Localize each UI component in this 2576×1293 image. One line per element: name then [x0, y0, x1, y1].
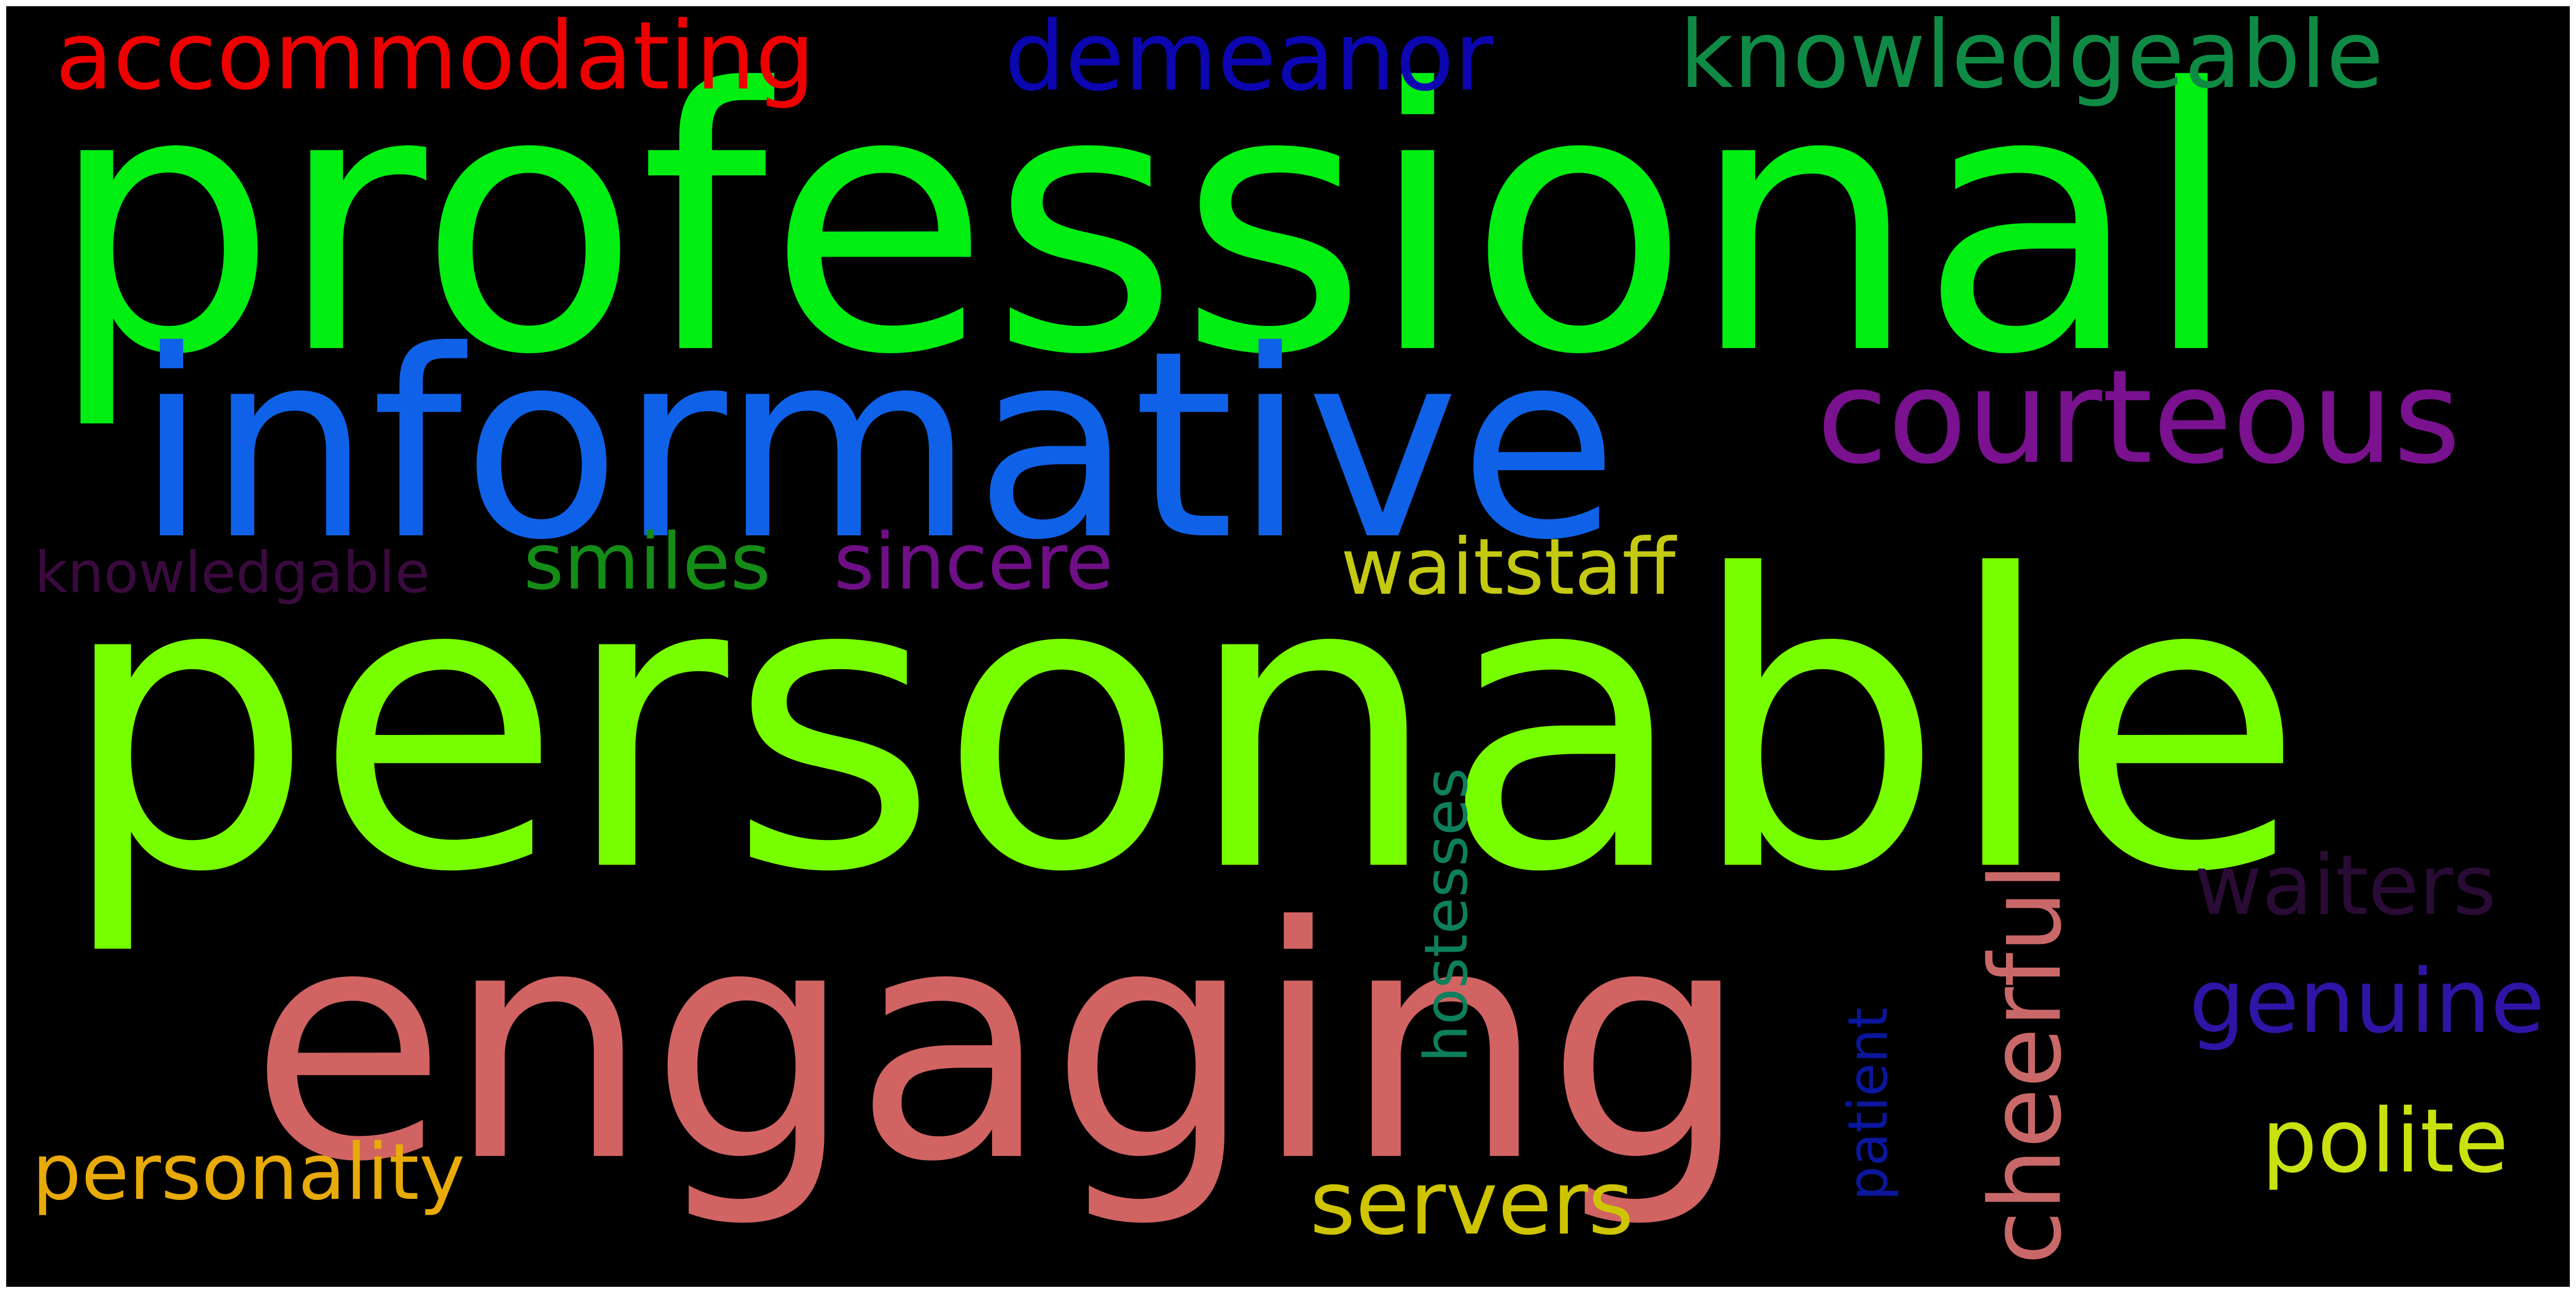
word-courteous: courteous [1817, 342, 2461, 492]
word-smiles: smiles [523, 517, 771, 607]
word-waiters: waiters [2194, 837, 2496, 934]
word-waitstaff: waitstaff [1341, 522, 1676, 612]
word-professional: professional [48, 12, 2242, 434]
word-cloud-canvas: professional personable informative enga… [6, 6, 2570, 1287]
word-sincere: sincere [834, 517, 1114, 607]
word-servers: servers [1310, 1152, 1634, 1255]
word-knowledgeable: knowledgeable [1680, 6, 2384, 109]
word-hostesses: hostesses [1412, 768, 1481, 1063]
word-cheerful: cheerful [1969, 863, 2083, 1265]
word-patient: patient [1836, 1007, 1900, 1201]
word-demeanor: demeanor [1005, 6, 1494, 112]
word-informative: informative [136, 295, 1619, 596]
word-personality: personality [32, 1127, 466, 1217]
word-genuine: genuine [2189, 951, 2545, 1053]
word-knowledgable: knowledgable [35, 539, 430, 606]
word-engaging: engaging [249, 859, 1750, 1232]
word-personable: personable [58, 490, 2305, 960]
word-polite: polite [2262, 1090, 2509, 1193]
word-accommodating: accommodating [55, 6, 815, 111]
